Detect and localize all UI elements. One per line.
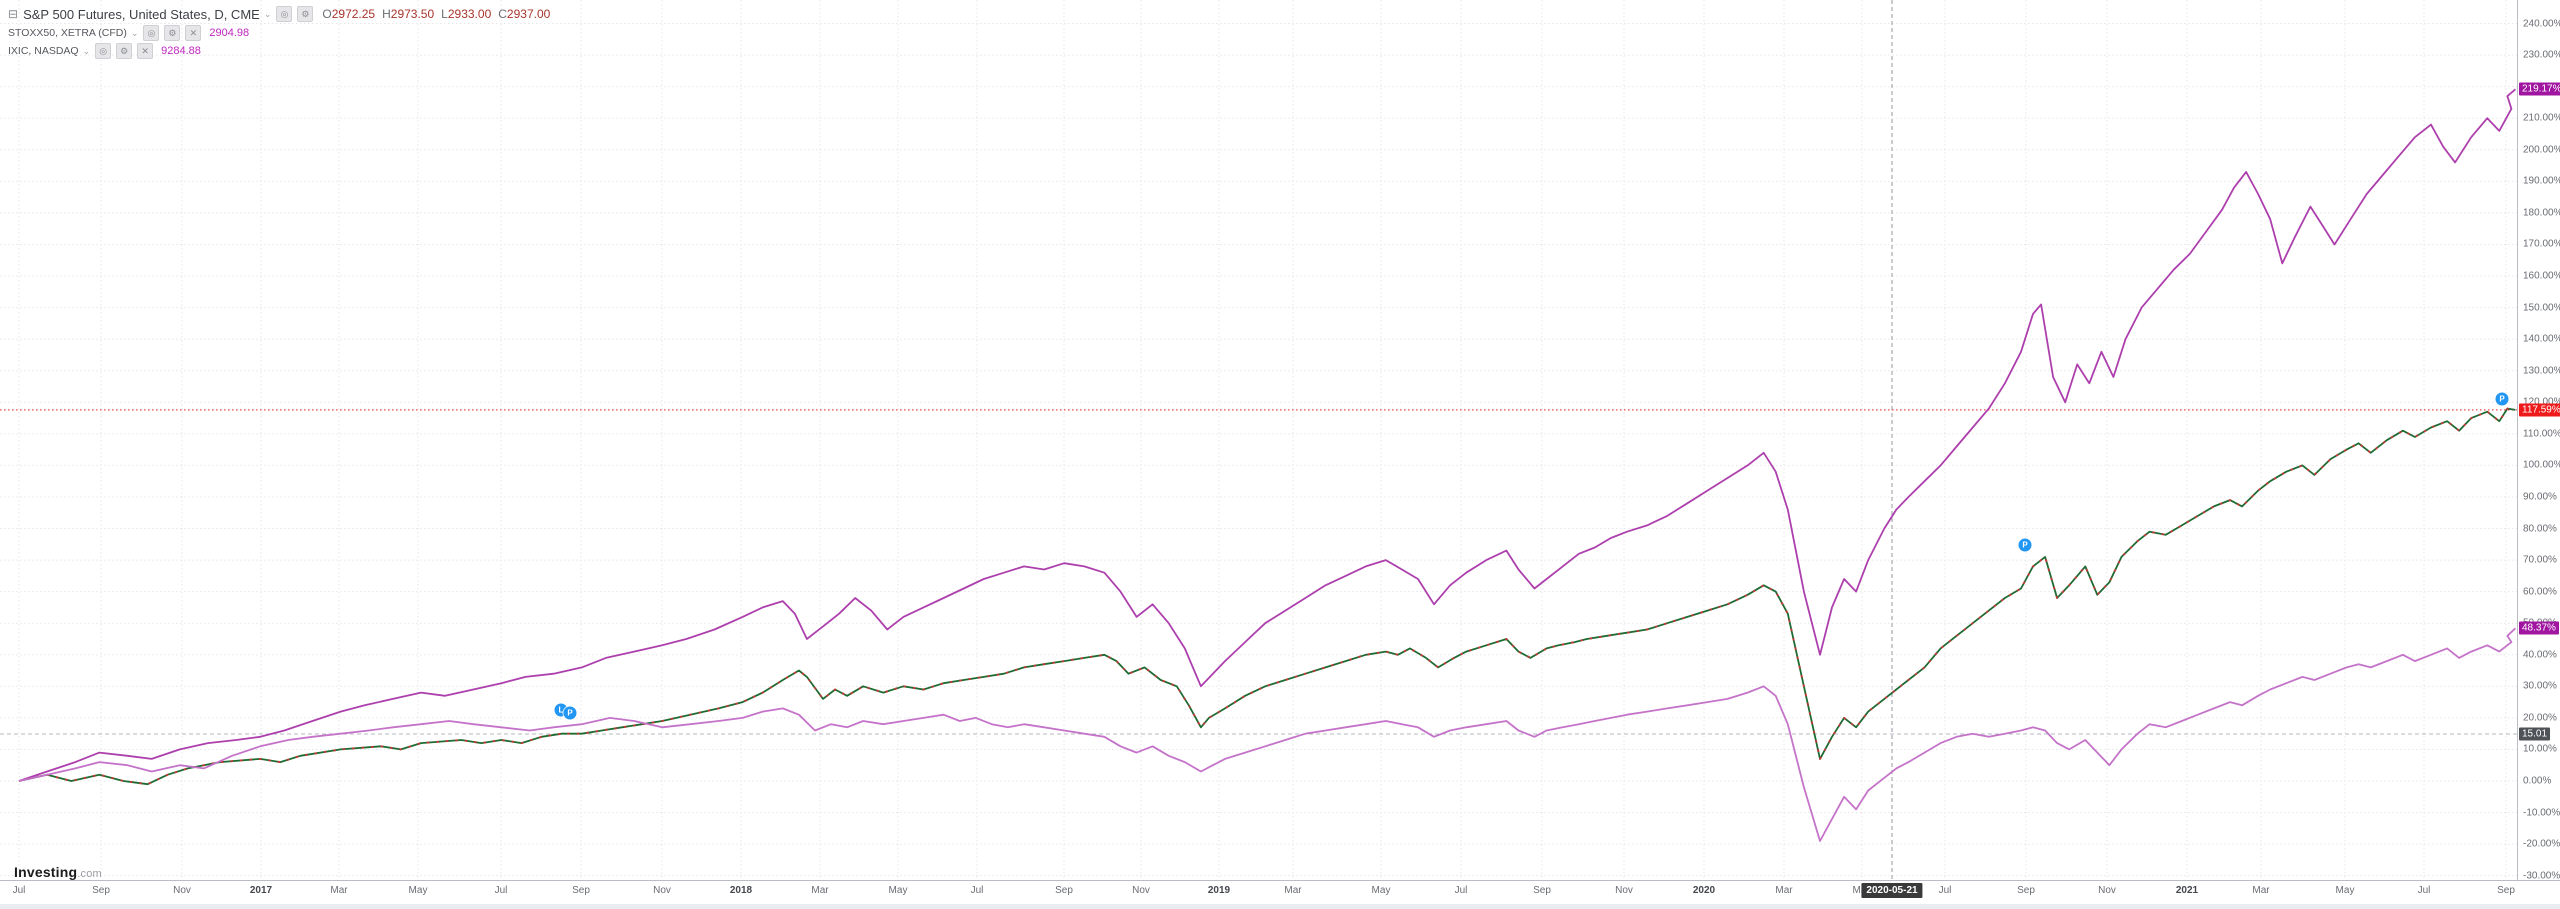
- x-axis-label: 2017: [249, 885, 273, 896]
- settings-gear-icon[interactable]: ⚙: [116, 43, 133, 59]
- event-marker-icon[interactable]: P: [2495, 392, 2509, 406]
- chevron-down-icon[interactable]: ⌄: [263, 8, 272, 19]
- legend-row-main: ⊟ S&P 500 Futures, United States, D, CME…: [8, 4, 550, 24]
- x-axis-label: Sep: [1533, 885, 1551, 896]
- x-axis-label: Mar: [1284, 885, 1302, 896]
- chevron-down-icon[interactable]: ⌄: [82, 45, 91, 56]
- last-value-tag: 48.37%: [2519, 621, 2559, 635]
- x-axis-label: Sep: [1055, 885, 1073, 896]
- x-axis-label: Mar: [811, 885, 829, 896]
- open-value: O2972.25: [322, 7, 376, 21]
- x-axis-label: Jul: [1454, 885, 1468, 896]
- x-axis-label: 2018: [729, 885, 753, 896]
- price-axis[interactable]: 240.00%230.00%220.00%210.00%200.00%190.0…: [2517, 0, 2560, 882]
- compare-symbol-title[interactable]: IXIC, NASDAQ: [8, 45, 79, 57]
- y-axis-label: 160.00%: [2523, 270, 2560, 282]
- visibility-toggle-icon[interactable]: ◎: [95, 43, 112, 59]
- event-marker-icon[interactable]: P: [2018, 538, 2032, 552]
- y-axis-label: 150.00%: [2523, 302, 2560, 314]
- series-last-value: 2904.98: [209, 27, 250, 39]
- last-value-tag: 117.59%: [2519, 403, 2560, 417]
- x-axis-label: Sep: [572, 885, 590, 896]
- legend: ⊟ S&P 500 Futures, United States, D, CME…: [8, 4, 550, 60]
- x-axis-label: May: [2335, 885, 2355, 896]
- y-axis-label: 60.00%: [2523, 586, 2557, 598]
- close-value: C2937.00: [498, 7, 551, 21]
- y-axis-label: 10.00%: [2523, 743, 2557, 755]
- x-axis-label: Nov: [1615, 885, 1633, 896]
- x-axis-label: 2019: [1207, 885, 1231, 896]
- settings-gear-icon[interactable]: ⚙: [164, 25, 181, 41]
- y-axis-label: 30.00%: [2523, 680, 2557, 692]
- x-axis-label: Sep: [92, 885, 110, 896]
- low-value: L2933.00: [441, 7, 492, 21]
- event-marker-icon[interactable]: P: [563, 706, 577, 720]
- remove-series-icon[interactable]: ✕: [185, 25, 202, 41]
- x-axis-label: Nov: [653, 885, 671, 896]
- y-axis-label: 230.00%: [2523, 49, 2560, 61]
- x-axis-label: 2021: [2175, 885, 2199, 896]
- x-axis-label: May: [1371, 885, 1391, 896]
- x-axis-label: Jul: [970, 885, 984, 896]
- y-axis-label: 140.00%: [2523, 333, 2560, 345]
- compare-symbol-title[interactable]: STOXX50, XETRA (CFD): [8, 27, 127, 39]
- x-axis-label: Jul: [2417, 885, 2431, 896]
- y-axis-label: 80.00%: [2523, 523, 2557, 535]
- investing-logo: Investing.com: [14, 864, 102, 880]
- x-axis-label: Jul: [494, 885, 508, 896]
- x-axis-label: Sep: [2497, 885, 2515, 896]
- high-value: H2973.50: [382, 7, 435, 21]
- x-axis-label: Sep: [2017, 885, 2035, 896]
- y-axis-label: 190.00%: [2523, 175, 2560, 187]
- y-axis-label: 180.00%: [2523, 207, 2560, 219]
- main-symbol-title[interactable]: S&P 500 Futures, United States, D, CME: [23, 6, 260, 22]
- y-axis-label: 20.00%: [2523, 712, 2557, 724]
- x-axis-label: Jul: [12, 885, 26, 896]
- x-axis-label: Nov: [1132, 885, 1150, 896]
- y-axis-label: 70.00%: [2523, 554, 2557, 566]
- y-axis-label: 90.00%: [2523, 491, 2557, 503]
- visibility-toggle-icon[interactable]: ◎: [143, 25, 160, 41]
- x-axis-label: Nov: [2098, 885, 2116, 896]
- chevron-down-icon[interactable]: ⌄: [130, 27, 139, 38]
- remove-series-icon[interactable]: ✕: [137, 43, 154, 59]
- collapse-legend-icon[interactable]: ⊟: [8, 7, 19, 21]
- y-axis-label: 110.00%: [2523, 428, 2560, 440]
- series-last-value: 9284.88: [161, 45, 201, 57]
- legend-row-compare-stoxx50: STOXX50, XETRA (CFD) ⌄ ◎ ⚙ ✕ 2904.98: [8, 24, 550, 42]
- x-axis-label: 2020: [1692, 885, 1716, 896]
- x-axis-label: May: [408, 885, 428, 896]
- series-line-ixic-nasdaq[interactable]: [18, 88, 2516, 782]
- last-value-tag: 15.01: [2519, 727, 2551, 741]
- x-axis-label: Mar: [1775, 885, 1793, 896]
- crosshair-date-tag: 2020-05-21: [1861, 883, 1923, 898]
- x-axis-label: Mar: [2252, 885, 2270, 896]
- last-value-tag: 219.17%: [2519, 82, 2560, 96]
- x-axis-label: Jul: [1938, 885, 1952, 896]
- series-line-s-p-500-futures[interactable]: [18, 407, 2516, 786]
- y-axis-label: -20.00%: [2523, 838, 2560, 850]
- y-axis-label: -10.00%: [2523, 807, 2560, 819]
- x-axis-label: Mar: [330, 885, 348, 896]
- visibility-toggle-icon[interactable]: ◎: [276, 6, 293, 22]
- ohlc-values: O2972.25 H2973.50 L2933.00 C2937.00: [322, 7, 550, 21]
- y-axis-label: 100.00%: [2523, 459, 2560, 471]
- series-line-stoxx50-xetra[interactable]: [18, 627, 2517, 842]
- time-axis[interactable]: Jul Sep Nov 2017 Mar May Jul Sep Nov 2018 Mar May Ju…: [0, 880, 2560, 904]
- y-axis-label: 210.00%: [2523, 112, 2560, 124]
- y-axis-label: 130.00%: [2523, 365, 2560, 377]
- y-axis-label: 240.00%: [2523, 18, 2560, 30]
- settings-gear-icon[interactable]: ⚙: [297, 6, 314, 22]
- x-axis-label: May: [888, 885, 908, 896]
- y-axis-label: 120.00%: [2523, 396, 2560, 408]
- y-axis-label: 40.00%: [2523, 649, 2557, 661]
- legend-row-compare-nasdaq: IXIC, NASDAQ ⌄ ◎ ⚙ ✕ 9284.88: [8, 42, 550, 60]
- y-axis-label: 200.00%: [2523, 144, 2560, 156]
- y-axis-label: 0.00%: [2523, 775, 2552, 787]
- y-axis-label: -30.00%: [2523, 870, 2560, 882]
- y-axis-label: 170.00%: [2523, 238, 2560, 250]
- x-axis-label: Nov: [173, 885, 191, 896]
